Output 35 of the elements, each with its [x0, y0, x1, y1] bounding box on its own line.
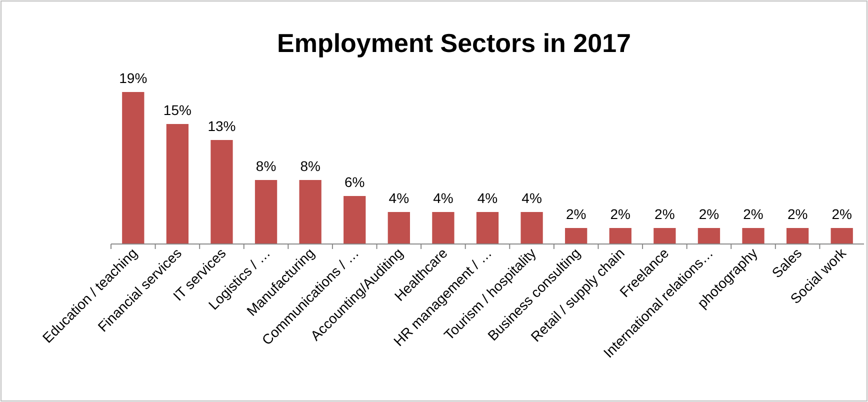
data-label: 13%	[208, 118, 236, 134]
bar	[210, 140, 233, 244]
bar	[520, 212, 543, 244]
bar	[476, 212, 499, 244]
bar	[609, 228, 632, 244]
data-label: 8%	[300, 158, 320, 174]
data-label: 8%	[256, 158, 276, 174]
data-label: 6%	[344, 174, 365, 190]
bar	[654, 228, 676, 244]
bar	[122, 92, 144, 244]
bar	[344, 196, 366, 244]
bar	[254, 180, 278, 244]
data-label: 4%	[522, 190, 542, 206]
bar	[742, 228, 764, 244]
data-label: 2%	[787, 206, 808, 222]
chart-title: Employment Sectors in 2017	[276, 28, 632, 58]
bar	[299, 180, 322, 244]
bar	[830, 228, 853, 244]
bar	[786, 228, 809, 244]
bar	[388, 212, 410, 244]
data-label: 15%	[163, 102, 192, 118]
data-label: 4%	[433, 190, 454, 206]
data-label: 2%	[654, 206, 675, 222]
data-label: 2%	[610, 206, 630, 222]
data-label: 19%	[119, 70, 148, 86]
data-label: 4%	[388, 190, 410, 206]
bar	[698, 228, 720, 244]
bar	[432, 212, 454, 244]
data-label: 4%	[477, 190, 498, 206]
data-label: 2%	[832, 206, 852, 222]
data-label: 2%	[566, 206, 586, 222]
bar	[166, 124, 189, 244]
data-label: 2%	[743, 206, 764, 222]
data-label: 2%	[698, 206, 720, 222]
bar	[565, 228, 588, 244]
